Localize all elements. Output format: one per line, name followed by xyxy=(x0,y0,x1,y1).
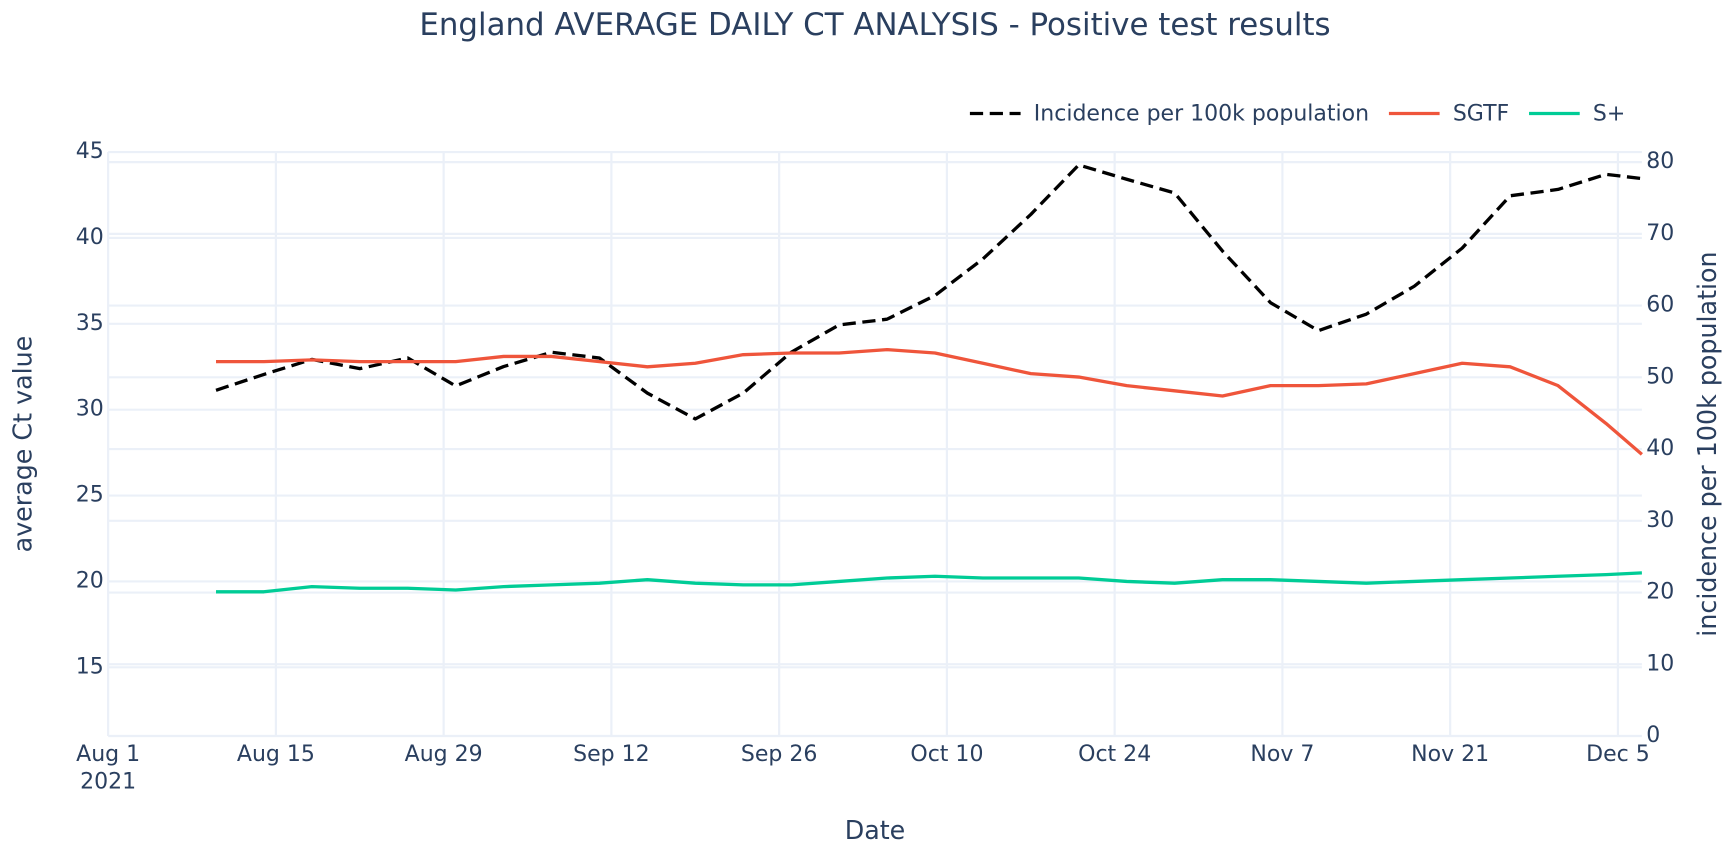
y-tick-label: 45 xyxy=(76,139,104,164)
x-tick-year: 2021 xyxy=(80,769,136,794)
x-axis-title: Date xyxy=(845,815,906,844)
y2-tick-label: 60 xyxy=(1646,293,1674,318)
x-tick-label: Oct 24 xyxy=(1078,742,1151,767)
x-tick-label: Oct 10 xyxy=(910,742,983,767)
y2-tick-label: 20 xyxy=(1646,580,1674,605)
y2-tick-label: 70 xyxy=(1646,221,1674,246)
x-tick-label: Nov 7 xyxy=(1250,742,1314,767)
y-tick-label: 20 xyxy=(76,568,104,593)
y2-tick-label: 80 xyxy=(1646,149,1674,174)
x-tick-label: Aug 1 xyxy=(76,742,140,767)
x-tick-label: Sep 12 xyxy=(573,742,650,767)
y-axis-title: average Ct value xyxy=(7,336,37,553)
x-tick-label: Sep 26 xyxy=(741,742,818,767)
y-tick-label: 40 xyxy=(76,225,104,250)
x-tick-label: Nov 21 xyxy=(1411,742,1489,767)
x-tick-label: Dec 5 xyxy=(1586,742,1650,767)
legend-label: S+ xyxy=(1593,102,1625,127)
chart-title: England AVERAGE DAILY CT ANALYSIS - Posi… xyxy=(419,7,1330,43)
legend-label: SGTF xyxy=(1453,102,1509,127)
x-tick-label: Aug 15 xyxy=(237,742,315,767)
y-tick-label: 30 xyxy=(76,397,104,422)
y2-tick-label: 0 xyxy=(1646,723,1660,748)
series-line xyxy=(216,347,1643,456)
x-tick-label: Aug 29 xyxy=(405,742,483,767)
series-line xyxy=(216,571,1642,594)
series-line xyxy=(215,163,1643,421)
y2-tick-label: 30 xyxy=(1646,508,1674,533)
y-tick-label: 15 xyxy=(76,654,104,679)
y2-tick-label: 50 xyxy=(1646,364,1674,389)
y2-tick-label: 10 xyxy=(1646,651,1674,676)
y2-axis-title: incidence per 100k population xyxy=(1692,251,1722,636)
y-tick-label: 25 xyxy=(76,483,104,508)
legend-label: Incidence per 100k population xyxy=(1034,102,1369,127)
y2-tick-label: 40 xyxy=(1646,436,1674,461)
y-tick-label: 35 xyxy=(76,311,104,336)
